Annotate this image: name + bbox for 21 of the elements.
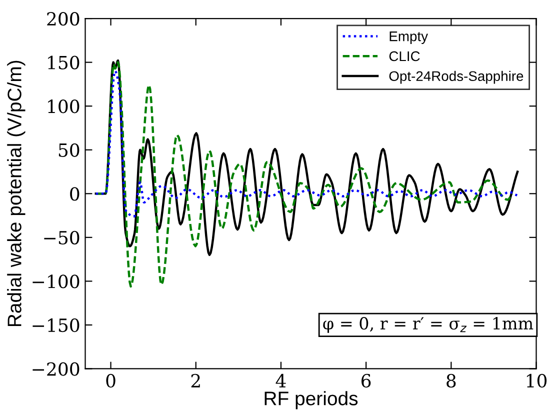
x-tick-label: 0	[106, 374, 116, 388]
x-tick-label: 4	[276, 374, 286, 388]
x-tick-label: 2	[191, 374, 200, 388]
y-tick-label: 50	[58, 143, 80, 157]
y-tick-label: 0	[70, 187, 80, 201]
y-tick-label: −50	[44, 230, 80, 245]
legend-label: CLIC	[389, 51, 420, 62]
y-tick-label: −200	[32, 362, 80, 376]
y-tick-label: 150	[48, 56, 80, 70]
y-tick-label: 200	[47, 12, 80, 26]
y-axis-title: Radial wake potential (V/pC/m)	[7, 60, 26, 326]
y-tick-label: 100	[48, 100, 80, 114]
x-tick-label: 6	[362, 374, 371, 388]
annotation: φ = 0, r = r′ = σ$_{z}$ = 1mm	[323, 317, 534, 333]
x-tick-label: 10	[526, 374, 547, 388]
legend-label: Opt-24Rods-Sapphire	[389, 70, 524, 84]
legend-label: Empty	[390, 32, 428, 44]
x-axis-title: RF periods	[264, 391, 358, 410]
y-tick-label: −100	[32, 274, 80, 288]
y-tick-label: −150	[32, 318, 80, 332]
x-tick-label: 8	[446, 374, 456, 388]
